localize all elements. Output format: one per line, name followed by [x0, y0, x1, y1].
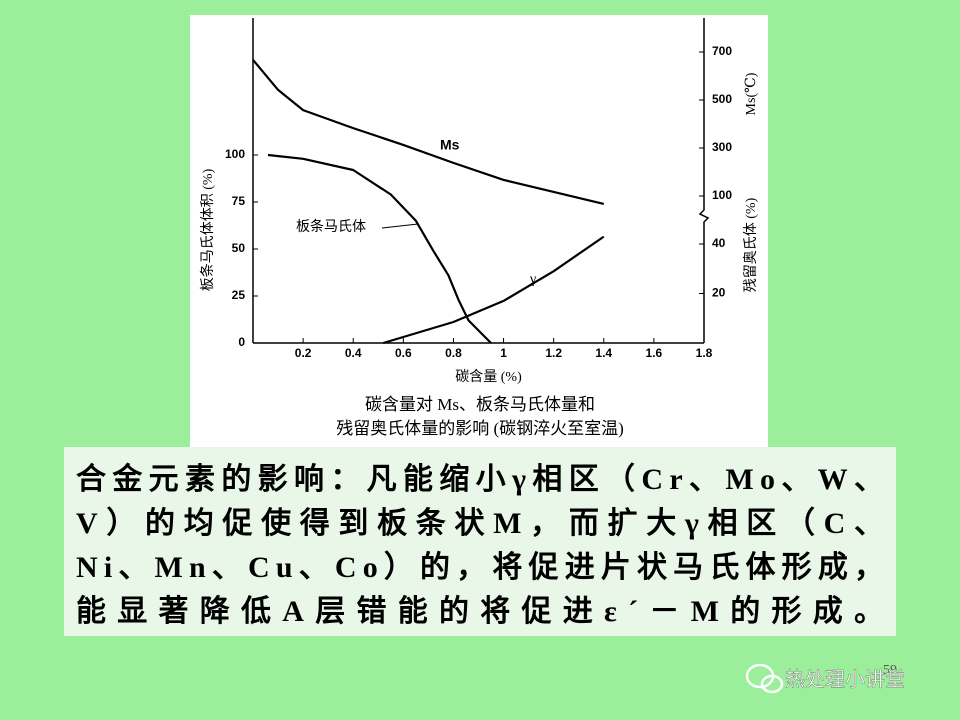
y2-tick-label: 100: [712, 188, 732, 202]
y3-tick-label: 20: [712, 286, 726, 300]
y3-axis-label: 残留奥氏体 (%): [742, 197, 759, 292]
text-line: 能显著降低A层错能的将促进ε´－M的形成。: [76, 595, 884, 628]
watermark: 热处理小讲堂: [785, 667, 905, 691]
page-number: 59: [883, 663, 897, 678]
x-tick-label: 1: [500, 346, 507, 360]
series-label: γ: [529, 272, 536, 287]
y-tick-label: 25: [232, 288, 246, 302]
figure-background: [190, 15, 768, 447]
y2-tick-label: 500: [712, 92, 732, 106]
x-axis-label: 碳含量 (%): [455, 369, 522, 385]
chart: 0.2 0.4 0.6 0.8 1 1.2 1.4 1.6 1.8 0 25 50 75 100 100 30…: [199, 18, 759, 385]
series-line: [382, 235, 605, 345]
y-axis-label: 板条马氏体体积 (%): [199, 168, 216, 291]
text-box-lines: 合金元素的影响：凡能缩小γ相区（Cr、Mo、W、 V）的均促使得到板条状M，而扩大…: [76, 462, 884, 628]
text-line: Ni、Mn、Cu、Co）的，将促进片状马氏体形成，: [76, 550, 884, 584]
y-tick-label: 0: [238, 335, 245, 349]
series-label: Ms: [440, 137, 460, 153]
x-tick-label: 0.6: [395, 346, 412, 360]
series-line: [252, 59, 605, 205]
label-leader: [381, 223, 419, 229]
x-tick-label: 1.4: [595, 346, 612, 360]
y2-tick-label: 300: [712, 140, 732, 154]
x-tick-label: 1.8: [696, 346, 713, 360]
caption: 碳含量对 Ms、板条马氏体量和: [365, 395, 595, 414]
y-tick-label: 100: [225, 147, 245, 161]
x-tick-label: 1.2: [545, 346, 562, 360]
text-line: 合金元素的影响：凡能缩小γ相区（Cr、Mo、W、: [76, 462, 884, 496]
y2-axis-label: Ms(℃): [744, 72, 759, 115]
y3-tick-label: 40: [712, 236, 726, 250]
x-tick-label: 0.4: [345, 346, 362, 360]
y-tick-label: 75: [232, 194, 246, 208]
watermark-icon: [745, 663, 784, 694]
y-tick-label: 50: [232, 241, 246, 255]
text-box: [64, 447, 896, 636]
text-line: V）的均促使得到板条状M，而扩大γ相区（C、: [76, 506, 884, 540]
right-axis: [698, 18, 710, 343]
caption: 残留奥氏体量的影响 (碳钢淬火至室温): [336, 419, 624, 438]
x-tick-label: 1.6: [646, 346, 663, 360]
x-tick-label: 0.8: [445, 346, 462, 360]
y2-tick-label: 700: [712, 44, 732, 58]
x-tick-label: 0.2: [295, 346, 312, 360]
series-label: 板条马氏体: [296, 218, 366, 235]
series-line: [267, 153, 492, 344]
